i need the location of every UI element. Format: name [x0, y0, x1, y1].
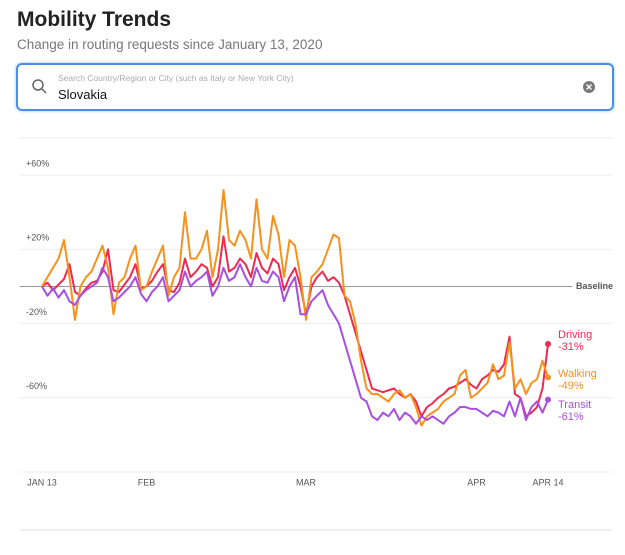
x-tick-label: APR — [467, 477, 486, 487]
search-value[interactable]: Slovakia — [58, 87, 108, 102]
end-dot — [545, 396, 551, 403]
x-tick-label: APR 14 — [532, 477, 563, 487]
search-box[interactable]: Search Country/Region or City (such as I… — [16, 63, 614, 111]
x-tick-label: MAR — [296, 477, 317, 487]
series-line — [41, 263, 549, 425]
end-value-label: -61% — [558, 411, 584, 423]
y-tick-label: -20% — [26, 307, 47, 317]
search-icon — [32, 79, 47, 94]
baseline-label: Baseline — [576, 281, 613, 291]
end-value-label: -49% — [558, 380, 584, 392]
y-tick-label: -60% — [26, 381, 47, 391]
end-dot — [545, 340, 551, 347]
y-tick-label: +60% — [26, 158, 49, 168]
title: Mobility Trends — [17, 8, 172, 31]
series-line — [41, 188, 549, 427]
subtitle: Change in routing requests since January… — [17, 37, 323, 52]
legend-label: Transit — [558, 399, 591, 411]
x-tick-label: FEB — [138, 477, 156, 487]
legend-label: Driving — [558, 329, 592, 341]
x-tick-label: JAN 13 — [27, 477, 57, 487]
end-dot — [545, 374, 551, 381]
series-line — [41, 235, 549, 418]
y-tick-label: +20% — [26, 233, 49, 243]
end-value-label: -31% — [558, 341, 584, 353]
legend-label: Walking — [558, 368, 597, 380]
clear-button[interactable] — [582, 80, 596, 94]
search-placeholder: Search Country/Region or City (such as I… — [58, 73, 294, 83]
